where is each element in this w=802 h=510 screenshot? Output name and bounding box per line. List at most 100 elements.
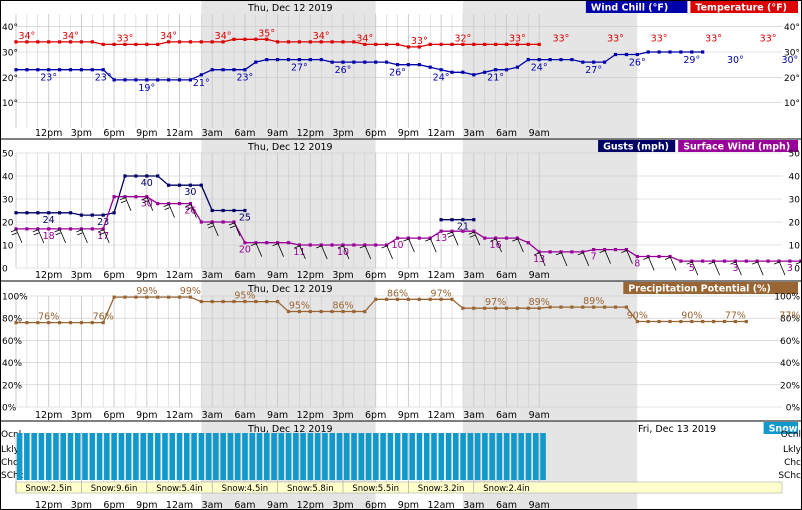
snow-bar bbox=[365, 433, 372, 480]
data-point bbox=[657, 254, 661, 259]
wind-barb-icon bbox=[164, 207, 170, 210]
data-label: 34° bbox=[215, 31, 232, 42]
data-point bbox=[58, 68, 62, 72]
snow-bar bbox=[409, 433, 415, 480]
y-tick-label-right: 80% bbox=[780, 315, 800, 325]
data-point bbox=[265, 241, 269, 245]
data-label: 34° bbox=[18, 31, 35, 42]
data-point bbox=[417, 236, 421, 240]
data-point bbox=[123, 42, 127, 46]
data-point bbox=[101, 321, 105, 325]
x-tick-label: 3pm bbox=[71, 410, 92, 421]
snow-bar bbox=[140, 433, 146, 480]
data-point bbox=[352, 40, 356, 44]
data-label: 33° bbox=[553, 33, 570, 44]
snow-bar bbox=[278, 433, 285, 480]
data-point bbox=[385, 42, 389, 46]
legend-swatch bbox=[623, 282, 798, 294]
panel-temperature: Thu, Dec 12 2019 Temperature (°F) Wind Chi… bbox=[0, 0, 802, 139]
data-point bbox=[297, 309, 301, 314]
data-point bbox=[90, 40, 94, 44]
data-point bbox=[374, 297, 378, 301]
data-label: 17 bbox=[97, 231, 109, 242]
data-point bbox=[112, 295, 116, 299]
data-point bbox=[123, 295, 127, 299]
data-point bbox=[308, 243, 312, 247]
x-tick-label: 9am bbox=[529, 128, 550, 139]
wind-barb-icon bbox=[190, 203, 197, 218]
snow-bar bbox=[540, 433, 546, 480]
snow-bar bbox=[511, 433, 517, 480]
data-point bbox=[167, 78, 171, 82]
data-point bbox=[603, 60, 607, 64]
snow-bar bbox=[496, 433, 503, 480]
wind-barb-icon bbox=[773, 261, 780, 265]
data-point bbox=[210, 299, 214, 304]
wind-barb-icon bbox=[277, 242, 284, 257]
x-tick-label: 12pm bbox=[297, 500, 324, 510]
data-point bbox=[36, 68, 40, 72]
data-point bbox=[679, 50, 683, 54]
data-label: 24° bbox=[433, 73, 450, 84]
snow-bar bbox=[307, 433, 314, 480]
data-point bbox=[221, 40, 225, 44]
data-label: 33° bbox=[705, 33, 722, 44]
data-point bbox=[504, 306, 509, 310]
data-label: 32° bbox=[454, 33, 471, 44]
snow-bar bbox=[205, 433, 212, 480]
wind-barb-icon bbox=[538, 251, 546, 267]
data-point bbox=[439, 297, 443, 301]
data-point bbox=[58, 321, 62, 325]
data-point bbox=[297, 58, 301, 62]
data-point bbox=[25, 68, 29, 72]
y-tick-label-right: 50 bbox=[789, 150, 801, 160]
accumulation-label: Snow:5.4in bbox=[156, 484, 203, 494]
data-point bbox=[90, 68, 94, 72]
data-point bbox=[592, 305, 596, 309]
x-tick-label: 3am bbox=[202, 270, 223, 281]
date-label: Thu, Dec 12 2019 bbox=[247, 284, 333, 295]
wind-barb-icon bbox=[119, 197, 126, 201]
wind-barb-icon bbox=[207, 222, 213, 226]
snow-level-label: Chc bbox=[1, 458, 18, 468]
data-point bbox=[788, 259, 792, 263]
data-point bbox=[494, 306, 498, 310]
data-point bbox=[286, 241, 291, 245]
snow-bar bbox=[147, 433, 154, 480]
data-point bbox=[254, 37, 258, 41]
data-point bbox=[613, 305, 618, 309]
data-point bbox=[25, 211, 29, 215]
accumulation-label: Snow:5.8in bbox=[287, 484, 334, 494]
wind-barb-icon bbox=[582, 251, 590, 267]
wind-barb-icon bbox=[403, 238, 409, 242]
data-point bbox=[68, 68, 73, 72]
y-tick-label-right: 60% bbox=[780, 337, 800, 347]
accumulation-label: Snow:9.6in bbox=[91, 484, 138, 494]
data-label: 21 bbox=[457, 222, 469, 233]
data-point bbox=[177, 295, 182, 299]
data-label: 26° bbox=[629, 58, 646, 69]
wind-barb-icon bbox=[664, 257, 671, 260]
wind-barb-icon bbox=[59, 228, 66, 244]
data-point bbox=[613, 248, 618, 252]
snow-bar bbox=[532, 433, 539, 480]
wind-barb-icon bbox=[186, 207, 192, 210]
data-point bbox=[406, 63, 410, 67]
data-point bbox=[592, 60, 596, 64]
temperature-plot: 40° 40°30° 30°20° 20°10° 10°34° 34° 33° 34° 34° 3… bbox=[2, 23, 800, 109]
data-point bbox=[744, 259, 748, 263]
data-point bbox=[58, 211, 62, 215]
data-point bbox=[657, 50, 661, 54]
snow-bar bbox=[336, 433, 343, 480]
x-tick-label: 12pm bbox=[35, 410, 62, 421]
data-label: 11 bbox=[293, 247, 305, 258]
snow-bar bbox=[67, 433, 74, 480]
wind-barb-icon bbox=[146, 196, 154, 211]
data-label: 26° bbox=[389, 68, 406, 79]
data-point bbox=[286, 58, 291, 62]
wind-barb-icon bbox=[163, 204, 169, 207]
data-point bbox=[352, 309, 356, 314]
data-label: 30 bbox=[184, 187, 196, 198]
data-point bbox=[188, 295, 192, 299]
data-point bbox=[14, 68, 18, 72]
